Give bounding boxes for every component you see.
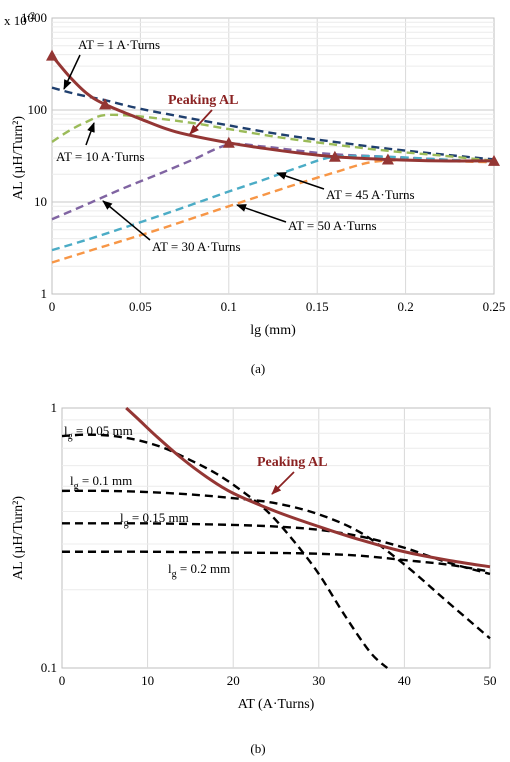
arrow-at50 (236, 204, 287, 223)
series-at-10-a-turns-a (51, 113, 495, 163)
ticks-b: 0 10 20 30 40 50 0.1 1 (41, 400, 497, 688)
plot-area-a (51, 17, 495, 295)
caption-b: (b) (250, 741, 265, 756)
annotation-at1: AT = 1 A·Turns (78, 37, 160, 52)
y-axis-label-b: AL (µH/Turn²) (11, 496, 26, 580)
x-tick-label: 0.15 (306, 299, 329, 314)
x-tick-label: 50 (484, 673, 497, 688)
label-lg-01: lg = 0.1 mm (70, 473, 132, 492)
series-at-1-a-turns-a (51, 86, 495, 161)
ticks-a: 0 0.05 0.1 0.15 0.2 0.25 1 10 100 1000 (21, 10, 505, 314)
x-axis-label-b: AT (A·Turns) (238, 697, 315, 712)
chart-a: 0 0.05 0.1 0.15 0.2 0.25 1 10 100 1000 x 10-2 lg … (4, 10, 505, 376)
x-tick-label: 0.25 (483, 299, 506, 314)
x-tick-label: 40 (398, 673, 411, 688)
annotation-at45: AT = 45 A·Turns (326, 187, 415, 202)
series-at-45-a-turns-a (51, 154, 495, 252)
series-lg-0-05-mm-b (61, 433, 389, 669)
x-tick-label: 0 (59, 673, 66, 688)
x-tick-label: 0.05 (129, 299, 152, 314)
annotation-peaking-b: Peaking AL (257, 455, 327, 470)
series-a (46, 49, 500, 264)
y-tick-label: 1000 (21, 10, 47, 25)
x-tick-label: 0 (49, 299, 56, 314)
peaking-marker (328, 150, 341, 162)
x-tick-label: 30 (312, 673, 325, 688)
arrow-peaking-b (271, 471, 295, 495)
peaking-marker (222, 136, 235, 148)
peaking-marker (46, 49, 58, 61)
arrow-at10 (85, 122, 95, 146)
series-lg-0-15-mm-b (61, 522, 491, 576)
x-tick-label: 0.1 (221, 299, 237, 314)
y-tick-label: 1 (41, 286, 48, 301)
y-tick-label: 100 (28, 102, 48, 117)
y-tick-label: 1 (51, 400, 58, 415)
x-axis-label-a: lg (mm) (250, 323, 296, 338)
annotation-at30: AT = 30 A·Turns (152, 239, 241, 254)
y-tick-label: 10 (34, 194, 47, 209)
annotation-at50: AT = 50 A·Turns (288, 218, 377, 233)
peaking-marker (381, 153, 394, 165)
x-tick-label: 10 (141, 673, 154, 688)
arrow-at1 (63, 54, 81, 90)
series-b (61, 406, 491, 669)
y-axis-label-a: AL (µH/Turn²) (11, 116, 26, 200)
arrow-at45 (276, 172, 325, 190)
label-lg-015: lg = 0.15 mm (120, 510, 189, 529)
arrow-peaking-a (189, 109, 213, 135)
grid-b (62, 408, 490, 668)
annotation-at10: AT = 10 A·Turns (56, 149, 145, 164)
y-multiplier-a: x 10-2 (4, 11, 35, 28)
series-lg-0-1-mm-b (61, 489, 491, 640)
x-tick-label: 20 (227, 673, 240, 688)
peaking-marker (488, 154, 500, 166)
series-peaking-al-a (50, 54, 495, 163)
arrow-at30 (102, 200, 151, 241)
caption-a: (a) (251, 361, 265, 376)
annotation-peaking-a: Peaking AL (168, 93, 238, 108)
label-lg-02: lg = 0.2 mm (168, 561, 230, 580)
chart-b: 0 10 20 30 40 50 0.1 1 AT (A·Turns) AL (µH/Turn… (11, 400, 497, 756)
peaking-marker (99, 98, 112, 110)
series-lg-0-2-mm-b (62, 550, 491, 573)
x-tick-label: 0.2 (397, 299, 413, 314)
plot-area-b (61, 407, 491, 669)
y-tick-label: 0.1 (41, 660, 57, 675)
series-peaking-al-b (125, 406, 491, 569)
label-lg-005: lg = 0.05 mm (64, 423, 133, 442)
